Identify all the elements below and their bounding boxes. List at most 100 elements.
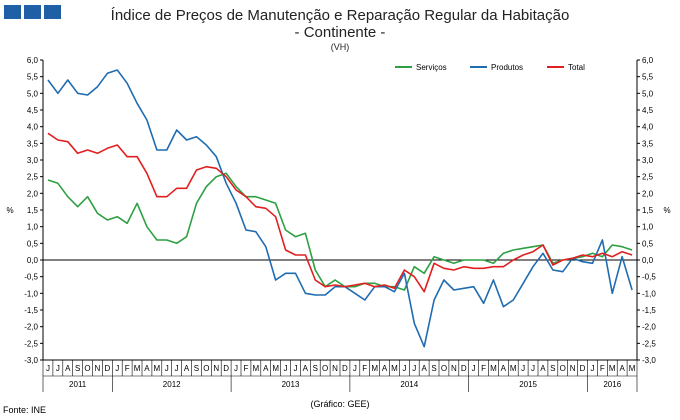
y-tick-label: 0,5 <box>27 239 39 248</box>
y-axis-label-right: % <box>663 206 670 215</box>
y-tick-label: 1,0 <box>27 223 39 232</box>
x-tick-label: J <box>590 364 594 373</box>
x-tick-label: N <box>95 364 101 373</box>
logo-block <box>24 5 41 19</box>
y-tick-label: 3,0 <box>642 156 654 165</box>
x-tick-label: J <box>56 364 60 373</box>
y-tick-label: 1,5 <box>27 206 39 215</box>
y-tick-label: -2,0 <box>642 323 656 332</box>
y-tick-label: 1,5 <box>642 206 654 215</box>
year-label: 2011 <box>69 380 87 389</box>
y-axis-label: % <box>6 206 13 215</box>
y-tick-label: -2,5 <box>642 339 656 348</box>
series-line-3 <box>47 132 633 293</box>
logo-block <box>4 5 21 19</box>
y-tick-label: 6,0 <box>27 56 39 65</box>
x-tick-label: A <box>501 364 507 373</box>
x-tick-label: N <box>332 364 338 373</box>
x-tick-label: S <box>194 364 199 373</box>
legend-label: Total <box>568 63 585 72</box>
x-tick-label: N <box>213 364 219 373</box>
x-tick-label: F <box>600 364 605 373</box>
logo-block <box>44 5 61 19</box>
y-tick-label: -1,0 <box>642 289 656 298</box>
y-tick-label: 0,0 <box>642 256 654 265</box>
x-tick-label: A <box>144 364 150 373</box>
x-tick-label: S <box>75 364 80 373</box>
x-tick-label: M <box>609 364 616 373</box>
x-tick-label: S <box>431 364 436 373</box>
y-tick-label: -0,5 <box>642 273 656 282</box>
x-tick-label: F <box>125 364 130 373</box>
year-label: 2013 <box>282 380 300 389</box>
year-label: 2012 <box>163 380 181 389</box>
y-tick-label: 2,5 <box>642 173 654 182</box>
x-tick-label: M <box>253 364 260 373</box>
x-tick-label: S <box>550 364 555 373</box>
x-tick-label: J <box>531 364 535 373</box>
y-tick-label: -0,5 <box>24 273 38 282</box>
x-tick-label: A <box>65 364 71 373</box>
x-tick-label: J <box>472 364 476 373</box>
series-line-1 <box>47 172 633 291</box>
x-tick-label: A <box>303 364 309 373</box>
x-tick-label: J <box>521 364 525 373</box>
y-tick-label: 5,5 <box>642 73 654 82</box>
x-tick-label: J <box>353 364 357 373</box>
x-tick-label: O <box>441 364 447 373</box>
x-tick-label: J <box>402 364 406 373</box>
year-label: 2016 <box>603 380 621 389</box>
x-tick-label: J <box>115 364 119 373</box>
x-tick-label: M <box>510 364 517 373</box>
y-tick-label: -2,5 <box>24 339 38 348</box>
x-tick-label: O <box>84 364 90 373</box>
y-tick-label: 1,0 <box>642 223 654 232</box>
y-tick-label: 5,5 <box>27 73 39 82</box>
y-tick-label: 0,0 <box>27 256 39 265</box>
x-tick-label: M <box>134 364 141 373</box>
y-tick-label: 6,0 <box>642 56 654 65</box>
x-tick-label: J <box>46 364 50 373</box>
x-tick-label: J <box>284 364 288 373</box>
x-tick-label: M <box>629 364 636 373</box>
y-tick-label: 5,0 <box>642 89 654 98</box>
x-tick-label: O <box>560 364 566 373</box>
x-tick-label: J <box>175 364 179 373</box>
chart-subtitle: - Continente - <box>294 24 386 41</box>
y-tick-label: -3,0 <box>24 356 38 365</box>
y-tick-label: 4,5 <box>27 106 39 115</box>
year-label: 2014 <box>400 380 418 389</box>
x-tick-label: N <box>451 364 457 373</box>
y-tick-label: 3,5 <box>27 139 39 148</box>
x-tick-label: J <box>165 364 169 373</box>
x-tick-label: D <box>223 364 229 373</box>
logo <box>4 5 61 19</box>
y-tick-label: -1,0 <box>24 289 38 298</box>
y-tick-label: 4,0 <box>642 123 654 132</box>
x-tick-label: A <box>184 364 190 373</box>
x-tick-label: M <box>272 364 279 373</box>
x-tick-label: A <box>540 364 546 373</box>
x-tick-label: D <box>461 364 467 373</box>
y-tick-label: 2,5 <box>27 173 39 182</box>
x-tick-label: A <box>263 364 269 373</box>
y-tick-label: -1,5 <box>642 306 656 315</box>
x-tick-label: O <box>203 364 209 373</box>
x-tick-label: D <box>104 364 110 373</box>
x-tick-label: M <box>371 364 378 373</box>
x-tick-label: D <box>342 364 348 373</box>
y-tick-label: 3,0 <box>27 156 39 165</box>
x-tick-label: J <box>412 364 416 373</box>
y-tick-label: 5,0 <box>27 89 39 98</box>
x-tick-label: M <box>490 364 497 373</box>
legend-label: Produtos <box>491 63 523 72</box>
x-tick-label: F <box>481 364 486 373</box>
y-tick-label: 4,5 <box>642 106 654 115</box>
x-tick-label: F <box>362 364 367 373</box>
x-tick-label: A <box>421 364 427 373</box>
y-tick-label: 0,5 <box>642 239 654 248</box>
y-tick-label: -3,0 <box>642 356 656 365</box>
chart-title: Índice de Preços de Manutenção e Reparaç… <box>110 7 570 24</box>
source-note: Fonte: INE <box>3 405 47 415</box>
y-tick-label: 2,0 <box>642 189 654 198</box>
